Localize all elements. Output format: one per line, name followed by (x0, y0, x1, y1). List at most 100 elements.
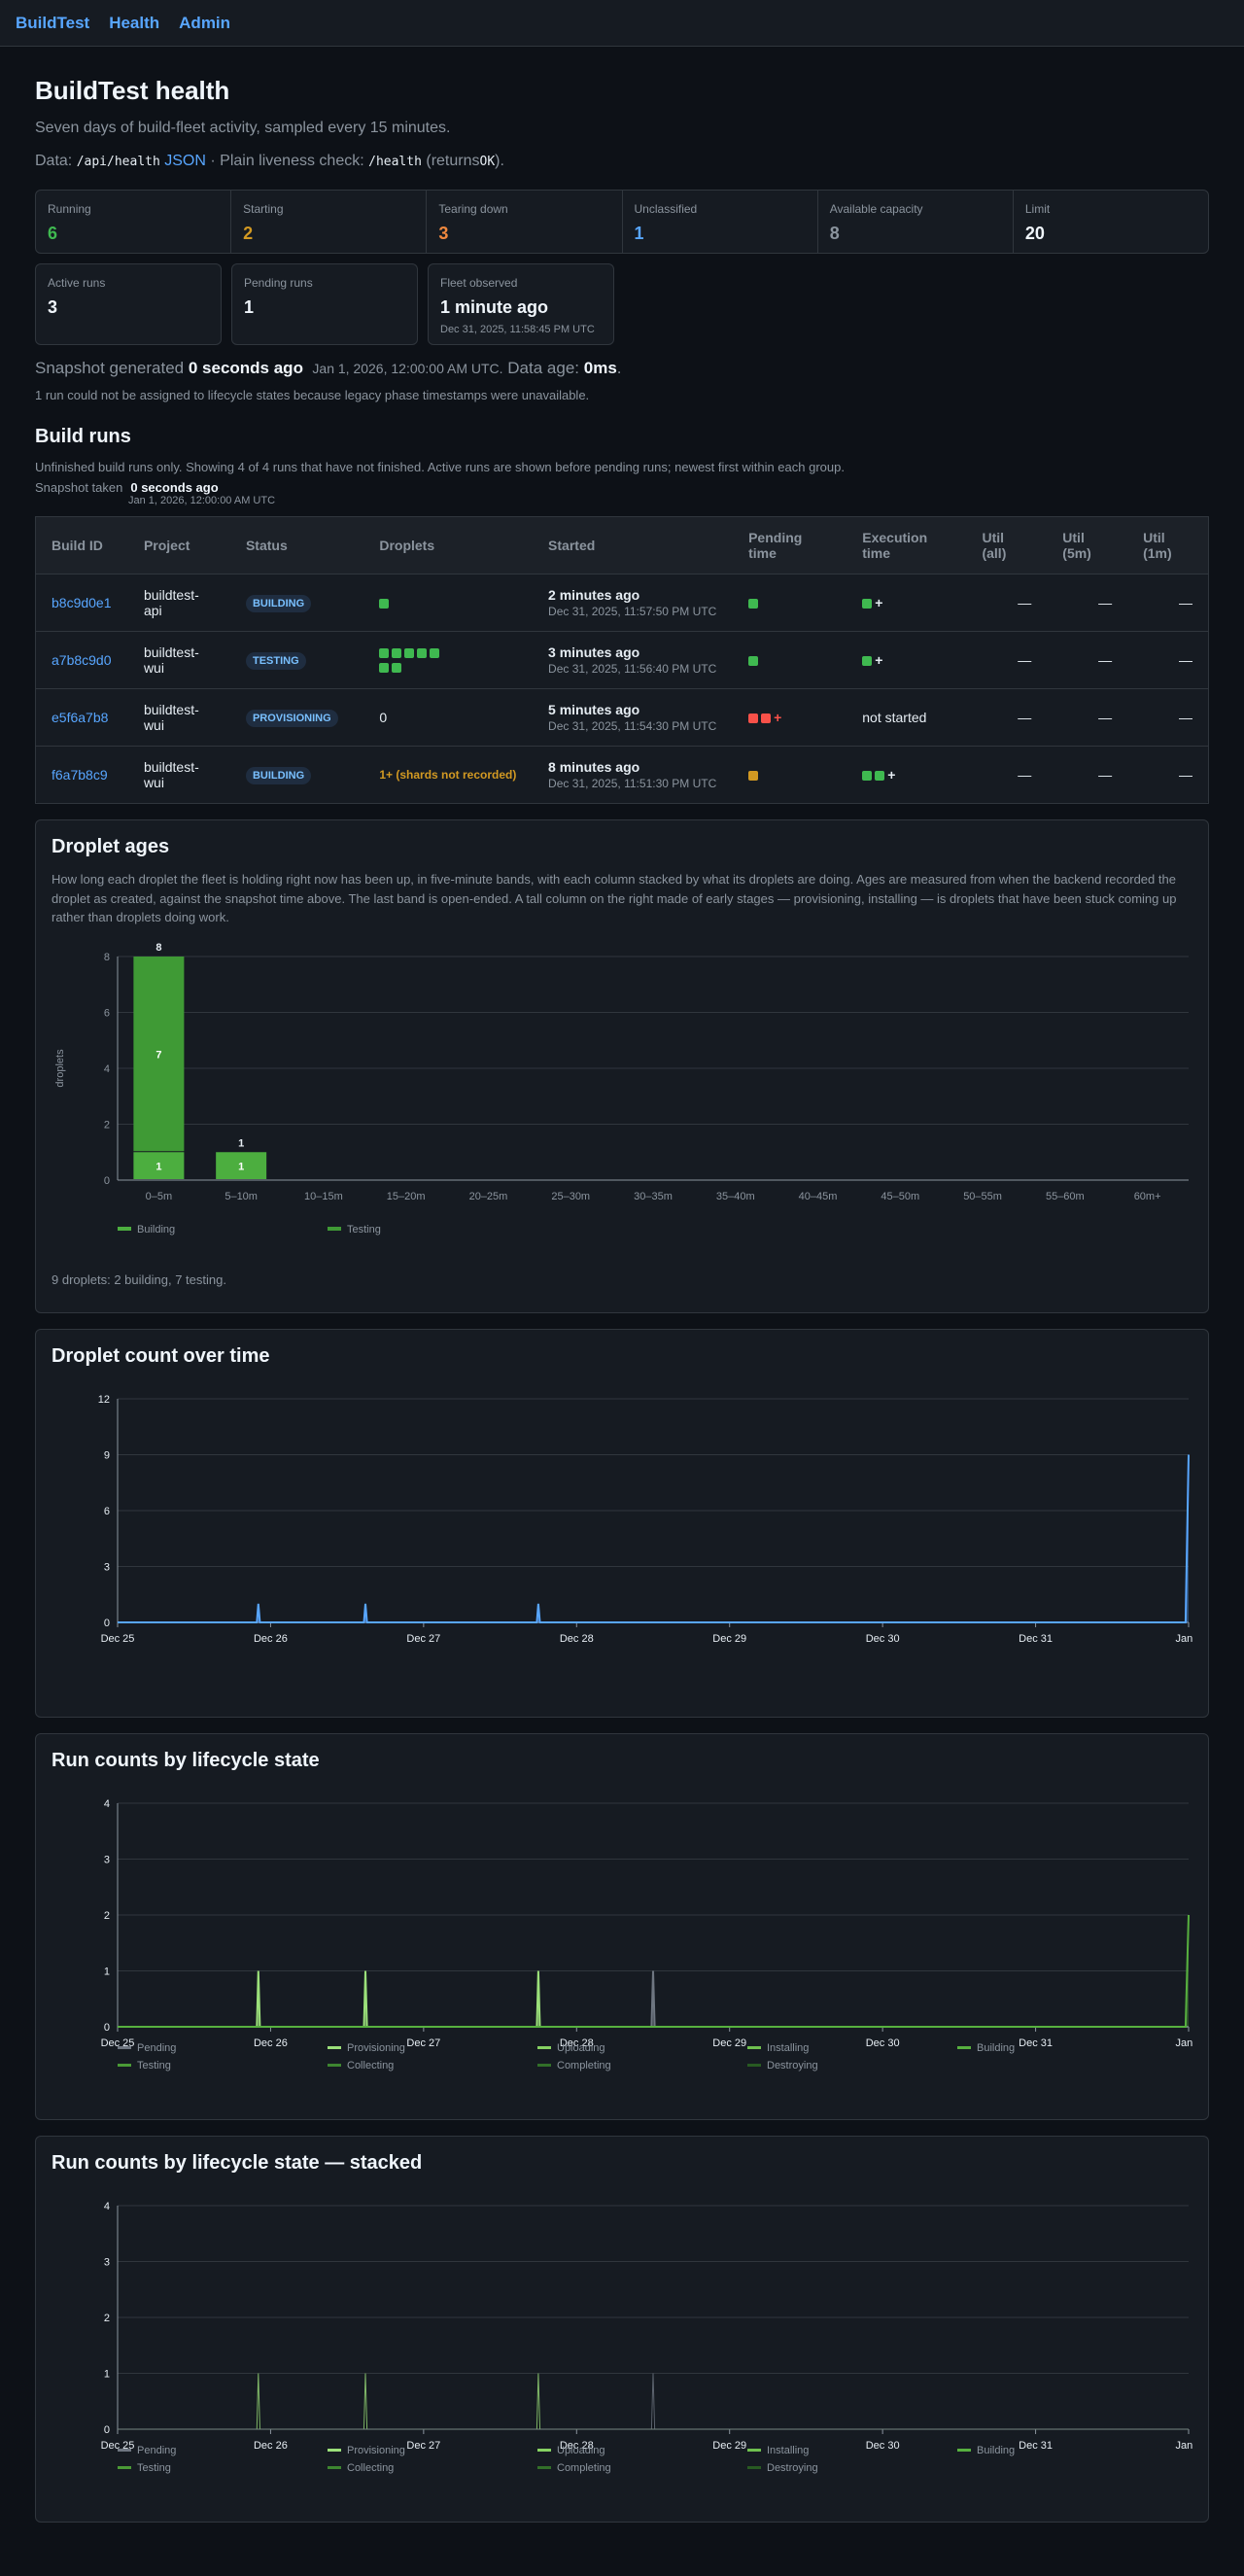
col-util-1m: Util (1m) (1127, 516, 1209, 574)
droplet-square (392, 663, 402, 674)
x-tick-label: 25–30m (551, 1191, 590, 1202)
legend-label: Destroying (767, 2462, 818, 2474)
returns-prefix: (returns (426, 153, 480, 169)
droplet-ages-chart: 0 2 4 6 8 droplets 0–5m 1 7 8 5–10m 1 1 10–15m 15–20m 2… (54, 942, 1189, 1236)
x-tick-label: 0–5m (146, 1191, 173, 1202)
exec-square (875, 771, 885, 782)
table-header-row: Build ID Project Status Droplets Started… (35, 516, 1209, 574)
util-all-cell: — (966, 574, 1048, 632)
main-content: BuildTest health Seven days of build-fle… (0, 76, 1244, 2523)
project-cell: buildtest-wui (127, 688, 230, 747)
bar-segment (216, 1151, 267, 1179)
card-label: Pending runs (244, 276, 313, 290)
card-value: 3 (48, 297, 58, 317)
x-tick-label: Dec 25 (101, 1633, 135, 1645)
stat-unclassified: Unclassified 1 (623, 191, 818, 253)
nav-health-link[interactable]: Health (109, 13, 160, 32)
stat-value: 8 (829, 224, 840, 243)
stat-label: Limit (1024, 202, 1051, 216)
snapshot-ago: 0 seconds ago (188, 359, 303, 377)
y-tick-label: 1 (104, 2369, 110, 2381)
card-label: Active runs (48, 276, 106, 290)
col-util-all: Util (all) (966, 516, 1048, 574)
y-tick-label: 6 (104, 1506, 110, 1517)
y-tick-label: 0 (104, 2022, 110, 2034)
nav-admin-link[interactable]: Admin (179, 13, 231, 32)
legend-label: Uploading (557, 2445, 605, 2456)
data-age-suffix: . (616, 359, 622, 377)
table-row[interactable]: e5f6a7b8 buildtest-wui PROVISIONING 0 5 … (35, 688, 1209, 747)
col-status: Status (229, 516, 364, 574)
pending-runs-card: Pending runs 1 (231, 263, 418, 345)
y-tick-label: 2 (104, 2313, 110, 2324)
bar-segment (133, 956, 185, 1151)
lifecycle-note: 1 run could not be assigned to lifecycle… (35, 388, 590, 402)
returns-suffix: ). (495, 153, 504, 169)
legend-label: Completing (557, 2462, 611, 2474)
stat-running: Running 6 (36, 191, 232, 253)
exec-more: + (875, 652, 883, 668)
y-tick-label: 9 (104, 1450, 110, 1462)
started-cell: 2 minutes ago Dec 31, 2025, 11:57:50 PM U… (533, 574, 734, 632)
legend-label: Building (977, 2042, 1015, 2054)
build-runs-table: Build ID Project Status Droplets Started… (35, 516, 1209, 804)
legend-swatch (328, 2449, 341, 2452)
y-tick-label: 8 (104, 952, 110, 963)
x-tick-label: Dec 26 (254, 1633, 288, 1645)
droplets-cell (363, 631, 534, 689)
build-id-link[interactable]: f6a7b8c9 (52, 767, 108, 783)
stat-tearing-down: Tearing down 3 (427, 191, 623, 253)
table-row[interactable]: f6a7b8c9 buildtest-wui BUILDING 1+ (shar… (36, 747, 1209, 804)
y-tick-label: 0 (104, 1618, 110, 1629)
pending-square (748, 599, 759, 609)
runs-snapshot-label: Snapshot taken (35, 480, 123, 495)
droplet-count-title: Droplet count over time (52, 1345, 270, 1367)
build-id-link[interactable]: e5f6a7b8 (52, 710, 109, 725)
legend-swatch (328, 2046, 341, 2049)
col-project: Project (127, 516, 230, 574)
legend-label: Testing (137, 2060, 171, 2071)
fleet-observed-card: Fleet observed 1 minute ago Dec 31, 2025… (428, 263, 614, 345)
exec-square (862, 771, 873, 782)
series-line (118, 1970, 1189, 2028)
legend-label: Uploading (557, 2042, 605, 2054)
data-links: Data: /api/health JSON · Plain liveness … (35, 153, 1209, 170)
legend-swatch (328, 2064, 341, 2067)
x-tick-label: Dec 30 (866, 2440, 900, 2452)
y-tick-label: 4 (104, 1063, 110, 1075)
nav-brand-link[interactable]: BuildTest (16, 13, 90, 32)
legend-label: Installing (767, 2445, 809, 2456)
legend-swatch (747, 2046, 761, 2049)
started-date: Dec 31, 2025, 11:51:30 PM UTC (548, 777, 717, 790)
json-link[interactable]: JSON (164, 153, 206, 169)
legend-label: Destroying (767, 2060, 818, 2071)
status-badge: PROVISIONING (245, 709, 338, 727)
stat-label: Tearing down (438, 202, 508, 216)
x-tick-label: 40–45m (799, 1191, 838, 1202)
legend-label: Testing (347, 1224, 381, 1236)
stat-value: 2 (243, 224, 254, 243)
y-tick-label: 2 (104, 1119, 110, 1131)
bar-total-label: 8 (156, 942, 161, 954)
table-row[interactable]: a7b8c9d0 buildtest-wui TESTING 3 minutes… (35, 631, 1209, 689)
x-tick-label: Dec 29 (712, 2037, 746, 2049)
build-id-link[interactable]: b8c9d0e1 (52, 595, 112, 610)
col-util-5m: Util (5m) (1047, 516, 1128, 574)
started-date: Dec 31, 2025, 11:57:50 PM UTC (548, 605, 717, 618)
exec-square (862, 656, 873, 667)
legend-label: Provisioning (347, 2042, 405, 2054)
x-tick-label: Jan 1 (1176, 2440, 1194, 2452)
fleet-stats: Running 6 Starting 2 Tearing down 3 Uncl… (35, 190, 1209, 254)
x-tick-label: 35–40m (716, 1191, 755, 1202)
droplet-ages-panel: Droplet ages How long each droplet the f… (35, 819, 1209, 1313)
table-row[interactable]: b8c9d0e1 buildtest-api BUILDING 2 minute… (35, 574, 1209, 632)
exec-more: + (875, 595, 883, 610)
build-id-link[interactable]: a7b8c9d0 (52, 652, 112, 668)
x-tick-label: Dec 30 (866, 2037, 900, 2049)
y-axis-label: droplets (54, 1048, 66, 1087)
stat-value: 3 (438, 224, 449, 243)
y-tick-label: 0 (104, 1175, 110, 1187)
util-1m-cell: — (1127, 688, 1209, 747)
